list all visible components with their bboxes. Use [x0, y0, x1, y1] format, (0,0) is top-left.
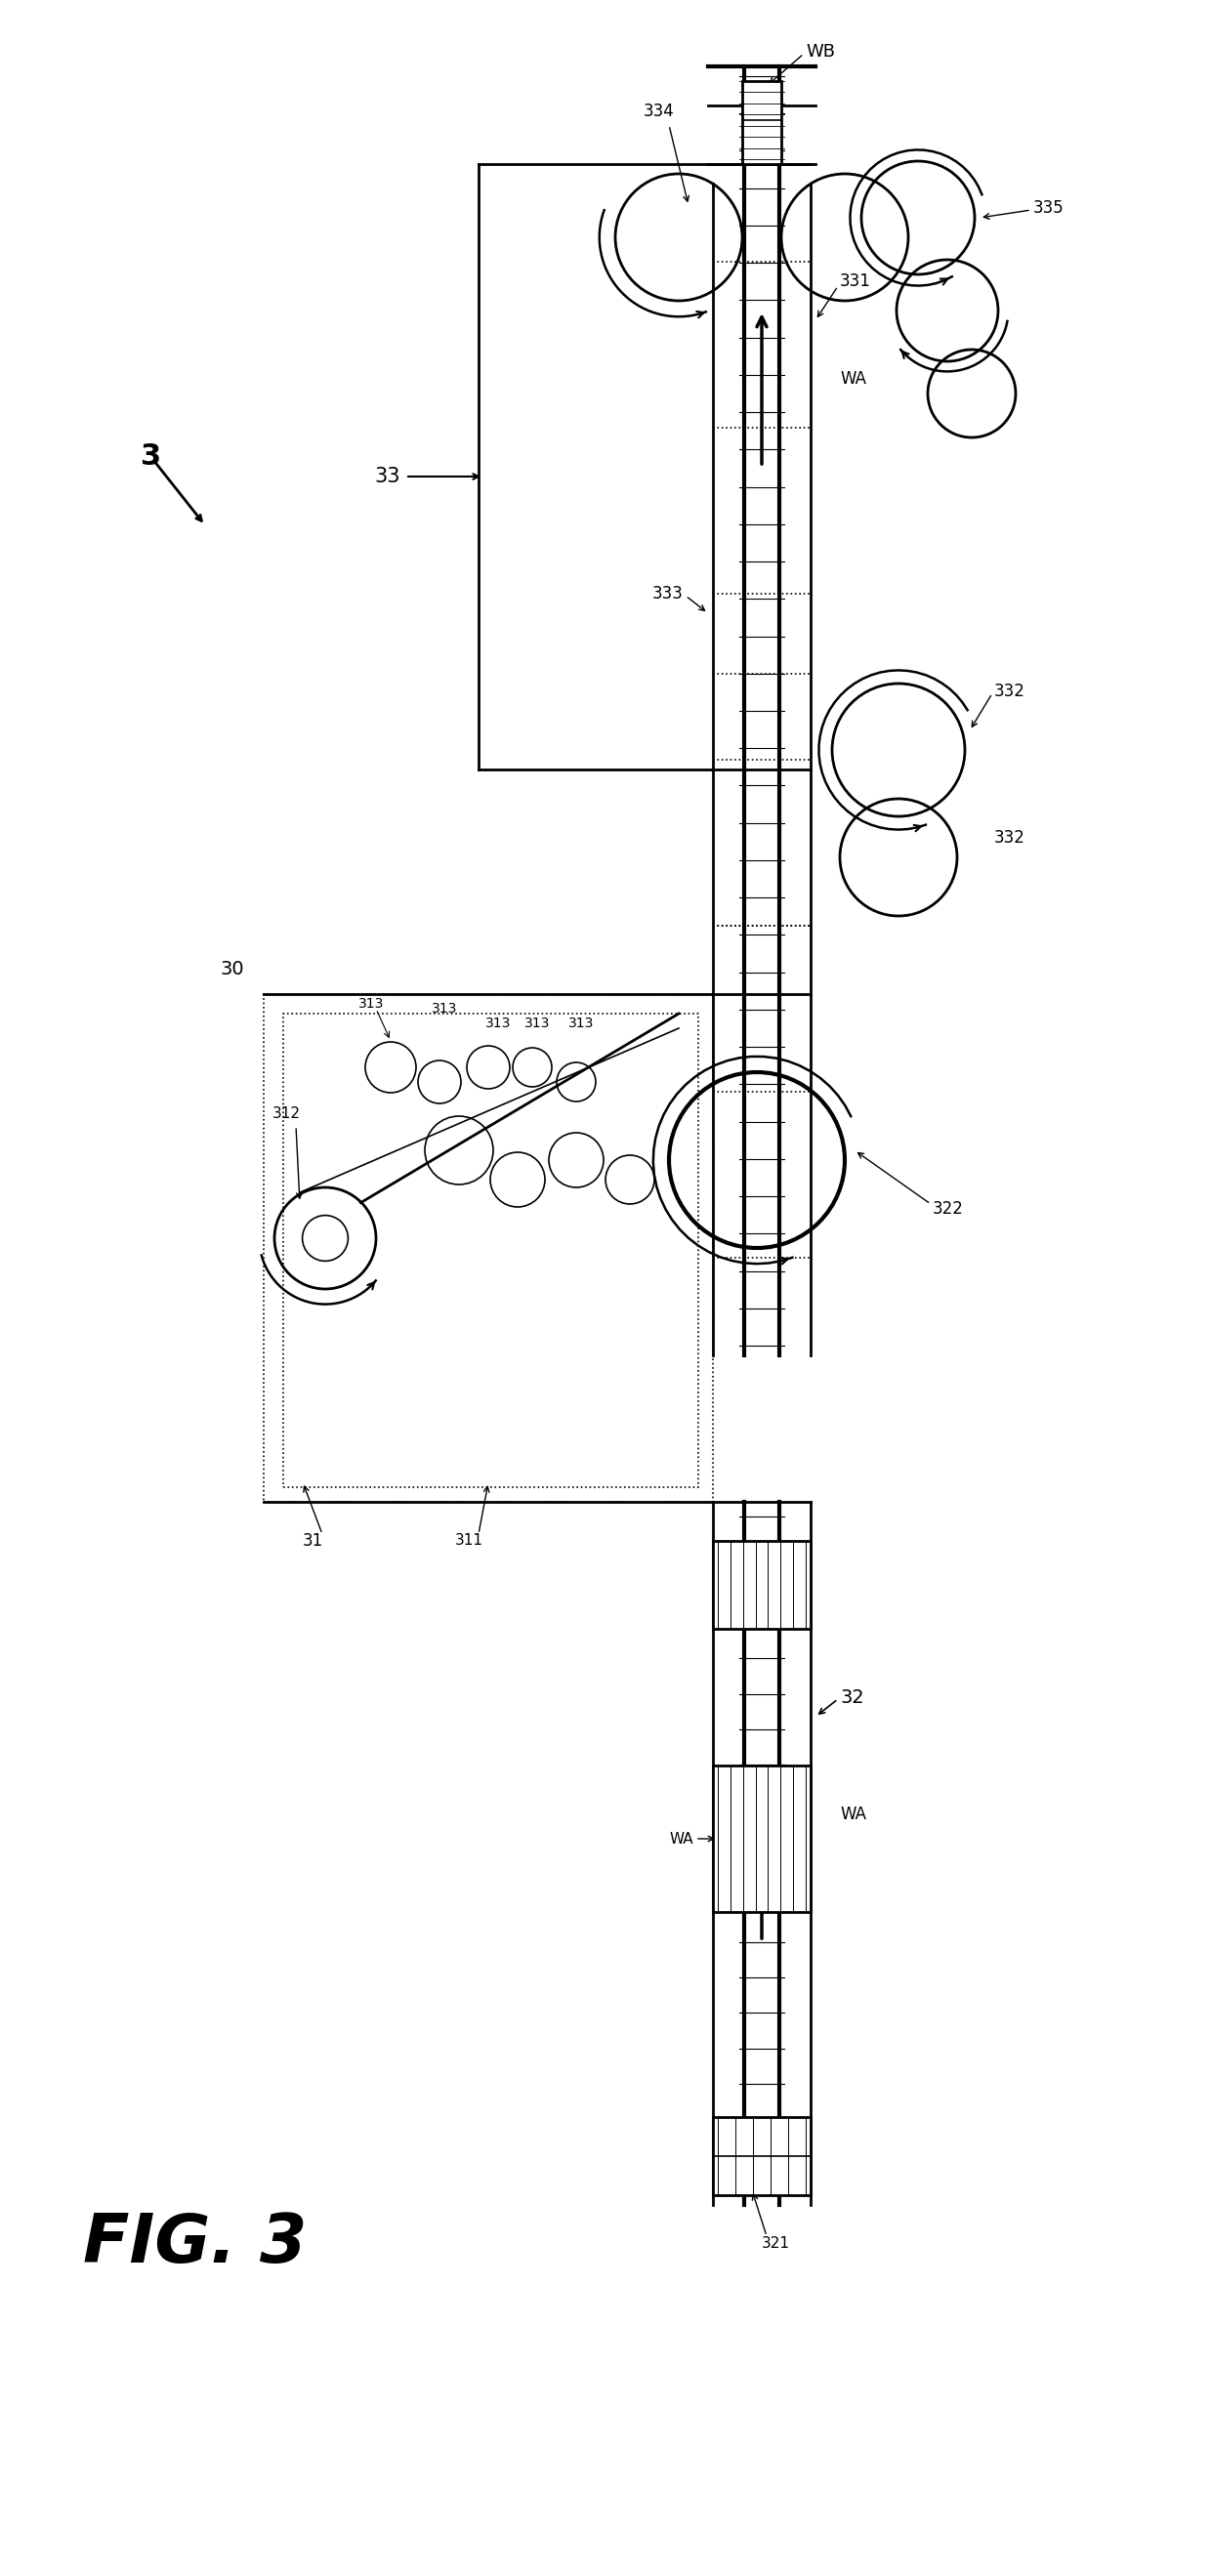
Text: 322: 322	[932, 1200, 964, 1218]
Text: 313: 313	[524, 1018, 550, 1030]
Text: 313: 313	[568, 1018, 593, 1030]
Bar	[713, 1540, 810, 1628]
Text: 331: 331	[840, 273, 871, 291]
Text: 332: 332	[994, 829, 1026, 848]
Text: FIG. 3: FIG. 3	[84, 2210, 308, 2277]
Text: 32: 32	[840, 1687, 865, 1705]
Bar	[742, 80, 781, 165]
Text: 313: 313	[358, 997, 384, 1010]
Bar	[713, 1765, 810, 1911]
Text: 333: 333	[653, 585, 684, 603]
Text: 30: 30	[220, 961, 245, 979]
Bar	[283, 1012, 699, 1486]
Text: 311: 311	[454, 1533, 483, 1548]
Bar	[713, 2117, 810, 2195]
Text: WA: WA	[670, 1832, 694, 1847]
Text: 33: 33	[374, 466, 401, 487]
Text: 31: 31	[302, 1533, 323, 1551]
Text: 332: 332	[994, 683, 1026, 701]
Text: 313: 313	[486, 1018, 511, 1030]
Text: 321: 321	[762, 2236, 790, 2251]
Text: 335: 335	[1033, 198, 1064, 216]
Text: WA: WA	[840, 1806, 866, 1824]
Text: 312: 312	[272, 1105, 300, 1121]
Text: 334: 334	[644, 103, 675, 121]
Text: WA: WA	[840, 371, 866, 386]
Text: 3: 3	[140, 443, 162, 471]
Bar	[264, 994, 713, 1502]
Text: WB: WB	[805, 44, 836, 62]
Text: 313: 313	[431, 1002, 458, 1015]
